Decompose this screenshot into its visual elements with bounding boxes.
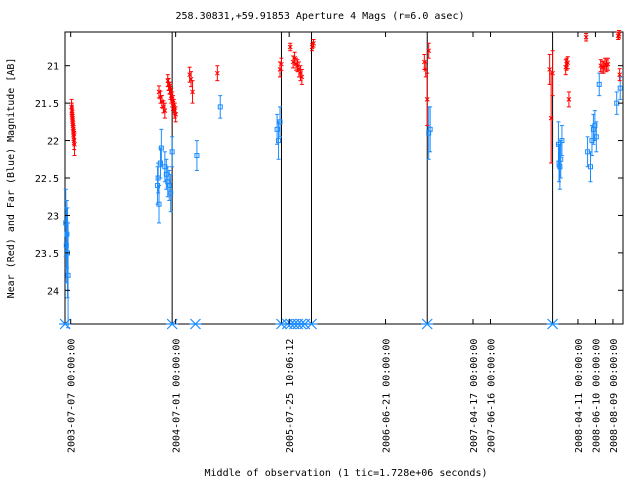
far-point [157, 160, 163, 166]
near-point [423, 67, 429, 72]
far-point [592, 123, 598, 129]
x-tick-label: 2008-04-11 00:00:00 [574, 339, 585, 453]
far-series [63, 72, 623, 329]
x-tick-label: 2006-06-21 00:00:00 [382, 339, 393, 453]
far-point [217, 104, 223, 110]
star-marker [59, 318, 72, 330]
y-axis-label: Near (Red) and Far (Blue) Magnitude [AB] [6, 58, 17, 299]
near-point [162, 108, 168, 113]
y-tick-label: 22.5 [35, 174, 59, 185]
near-point [617, 72, 623, 78]
far-point [427, 126, 433, 132]
far-point [156, 201, 162, 207]
chart-title: 258.30831,+59.91853 Aperture 4 Mags (r=6… [176, 11, 465, 22]
near-point [565, 60, 571, 66]
y-tick-label: 21.5 [35, 99, 59, 110]
near-point [424, 97, 430, 102]
far-point [557, 164, 563, 170]
far-point [585, 149, 591, 155]
y-tick-label: 22 [47, 137, 59, 148]
x-axis: 2003-07-07 00:00:00 2004-07-01 00:00:00 20… [67, 32, 620, 453]
far-point [276, 138, 282, 144]
far-point [617, 85, 623, 91]
far-point [596, 81, 602, 87]
near-point [547, 67, 553, 72]
x-tick-label: 2003-07-07 00:00:00 [67, 339, 78, 453]
y-tick-label: 23.5 [35, 249, 59, 260]
near-point [605, 61, 611, 67]
y-axis: 21 21.5 22 22.5 23 23.5 24 [35, 62, 623, 297]
x-tick-label: 2008-08-09 00:00:00 [609, 339, 620, 453]
far-point [558, 156, 564, 162]
near-point [173, 112, 178, 117]
near-point [566, 97, 572, 102]
x-axis-label: Middle of observation (1 tic=1.728e+06 s… [205, 468, 488, 479]
near-point [287, 44, 293, 50]
vertical-lines [171, 32, 554, 324]
far-point [169, 149, 175, 155]
y-tick-label: 21 [47, 62, 59, 73]
near-point [311, 40, 316, 46]
near-point [214, 70, 220, 76]
near-point [279, 61, 284, 67]
x-tick-label: 2007-04-17 00:00:00 [469, 339, 480, 453]
far-point [64, 231, 70, 237]
far-point [559, 138, 565, 144]
x-tick-label: 2004-07-01 00:00:00 [172, 339, 183, 453]
x-tick-label: 2008-06-10 00:00:00 [591, 339, 602, 453]
far-point [194, 153, 200, 159]
near-point [190, 89, 195, 95]
near-point [616, 31, 622, 37]
far-point [158, 145, 164, 151]
y-tick-label: 23 [47, 211, 59, 222]
near-point [72, 141, 77, 147]
far-point [277, 119, 283, 125]
far-point [163, 171, 169, 177]
near-point [548, 115, 554, 121]
far-point [593, 134, 599, 140]
x-tick-label: 2005-07-25 10:06:12 [285, 339, 296, 453]
far-point [65, 272, 71, 278]
near-point [299, 74, 305, 80]
star-marker [305, 318, 318, 330]
star-marker [189, 318, 202, 330]
far-point [166, 182, 172, 188]
plot-frame [64, 31, 624, 325]
far-point [168, 190, 174, 196]
star-markers [59, 318, 559, 330]
near-point [426, 48, 432, 54]
far-point [274, 126, 280, 132]
y-tick-label: 24 [47, 286, 59, 297]
star-marker [546, 318, 559, 330]
x-tick-label: 2007-06-16 00:00:00 [486, 339, 497, 453]
star-marker [421, 318, 434, 330]
near-point [550, 70, 555, 76]
near-series [69, 30, 623, 164]
plot-border [64, 31, 624, 325]
near-point [583, 34, 589, 40]
